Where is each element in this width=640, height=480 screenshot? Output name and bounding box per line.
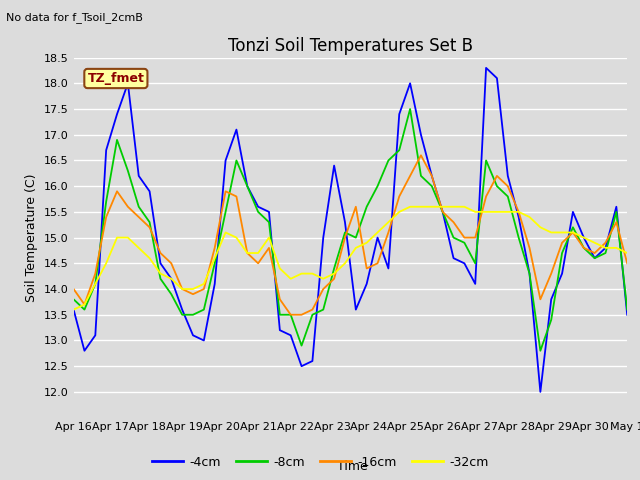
-32cm bbox=[591, 240, 598, 246]
-16cm bbox=[374, 261, 381, 266]
Line: -8cm: -8cm bbox=[74, 109, 627, 351]
-8cm bbox=[439, 209, 447, 215]
Legend: -4cm, -8cm, -16cm, -32cm: -4cm, -8cm, -16cm, -32cm bbox=[147, 451, 493, 474]
Text: No data for f_Tsoil_2cmB: No data for f_Tsoil_2cmB bbox=[6, 12, 143, 23]
-16cm bbox=[287, 312, 294, 318]
Line: -4cm: -4cm bbox=[74, 68, 627, 392]
Line: -32cm: -32cm bbox=[74, 207, 627, 310]
-8cm bbox=[265, 219, 273, 225]
-8cm bbox=[113, 137, 121, 143]
-16cm bbox=[428, 173, 436, 179]
-8cm bbox=[330, 265, 338, 271]
Title: Tonzi Soil Temperatures Set B: Tonzi Soil Temperatures Set B bbox=[228, 36, 473, 55]
-4cm bbox=[330, 163, 338, 168]
Text: Time: Time bbox=[337, 460, 367, 473]
-8cm bbox=[363, 204, 371, 210]
-32cm bbox=[439, 204, 447, 210]
-4cm bbox=[113, 111, 121, 117]
-4cm bbox=[536, 389, 544, 395]
-32cm bbox=[406, 204, 414, 210]
-4cm bbox=[70, 307, 77, 312]
-4cm bbox=[428, 173, 436, 179]
-8cm bbox=[536, 348, 544, 354]
-16cm bbox=[341, 235, 349, 240]
-4cm bbox=[265, 209, 273, 215]
-32cm bbox=[113, 235, 121, 240]
-8cm bbox=[417, 173, 425, 179]
-4cm bbox=[406, 81, 414, 86]
-16cm bbox=[113, 189, 121, 194]
-16cm bbox=[623, 261, 631, 266]
-4cm bbox=[623, 312, 631, 318]
Line: -16cm: -16cm bbox=[74, 156, 627, 315]
-32cm bbox=[265, 235, 273, 240]
-32cm bbox=[623, 250, 631, 256]
-16cm bbox=[70, 286, 77, 292]
-32cm bbox=[70, 307, 77, 312]
-4cm bbox=[363, 281, 371, 287]
-8cm bbox=[406, 106, 414, 112]
-32cm bbox=[417, 204, 425, 210]
Y-axis label: Soil Temperature (C): Soil Temperature (C) bbox=[26, 173, 38, 302]
-4cm bbox=[483, 65, 490, 71]
-8cm bbox=[70, 297, 77, 302]
-8cm bbox=[623, 307, 631, 312]
-16cm bbox=[450, 219, 458, 225]
-16cm bbox=[417, 153, 425, 158]
-32cm bbox=[330, 271, 338, 276]
-16cm bbox=[265, 245, 273, 251]
Text: TZ_fmet: TZ_fmet bbox=[88, 72, 144, 85]
